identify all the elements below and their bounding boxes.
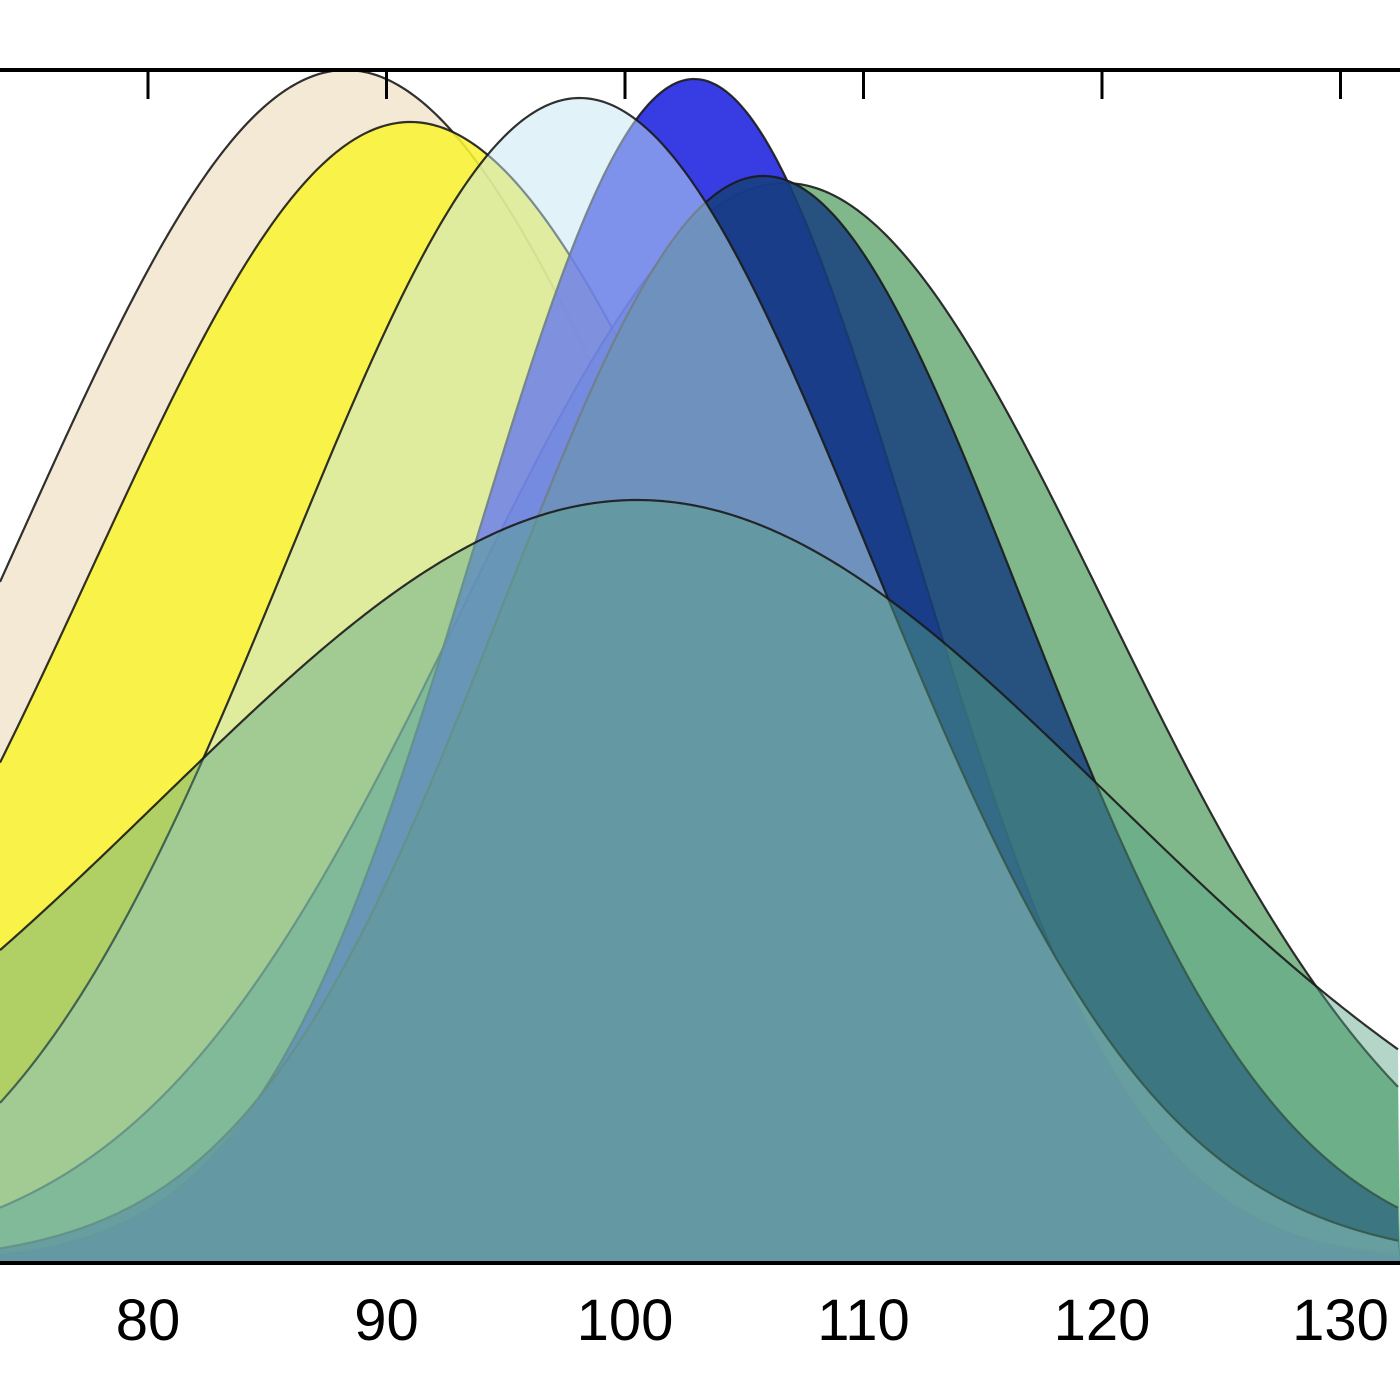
x-tick-label-130: 130 bbox=[1292, 1288, 1389, 1353]
light-blue-curve-fill bbox=[0, 98, 1400, 1263]
sea-green-curve-fill bbox=[0, 500, 1400, 1263]
x-tick-label-80: 80 bbox=[116, 1288, 181, 1353]
x-tick-label-110: 110 bbox=[817, 1288, 909, 1353]
light-blue-curve-outline bbox=[0, 96, 1399, 1242]
x-tick-label-90: 90 bbox=[354, 1288, 419, 1353]
x-tick-label-100: 100 bbox=[577, 1288, 674, 1353]
sea-green-curve-outline bbox=[0, 498, 1399, 1051]
x-tick-label-120: 120 bbox=[1054, 1288, 1151, 1353]
